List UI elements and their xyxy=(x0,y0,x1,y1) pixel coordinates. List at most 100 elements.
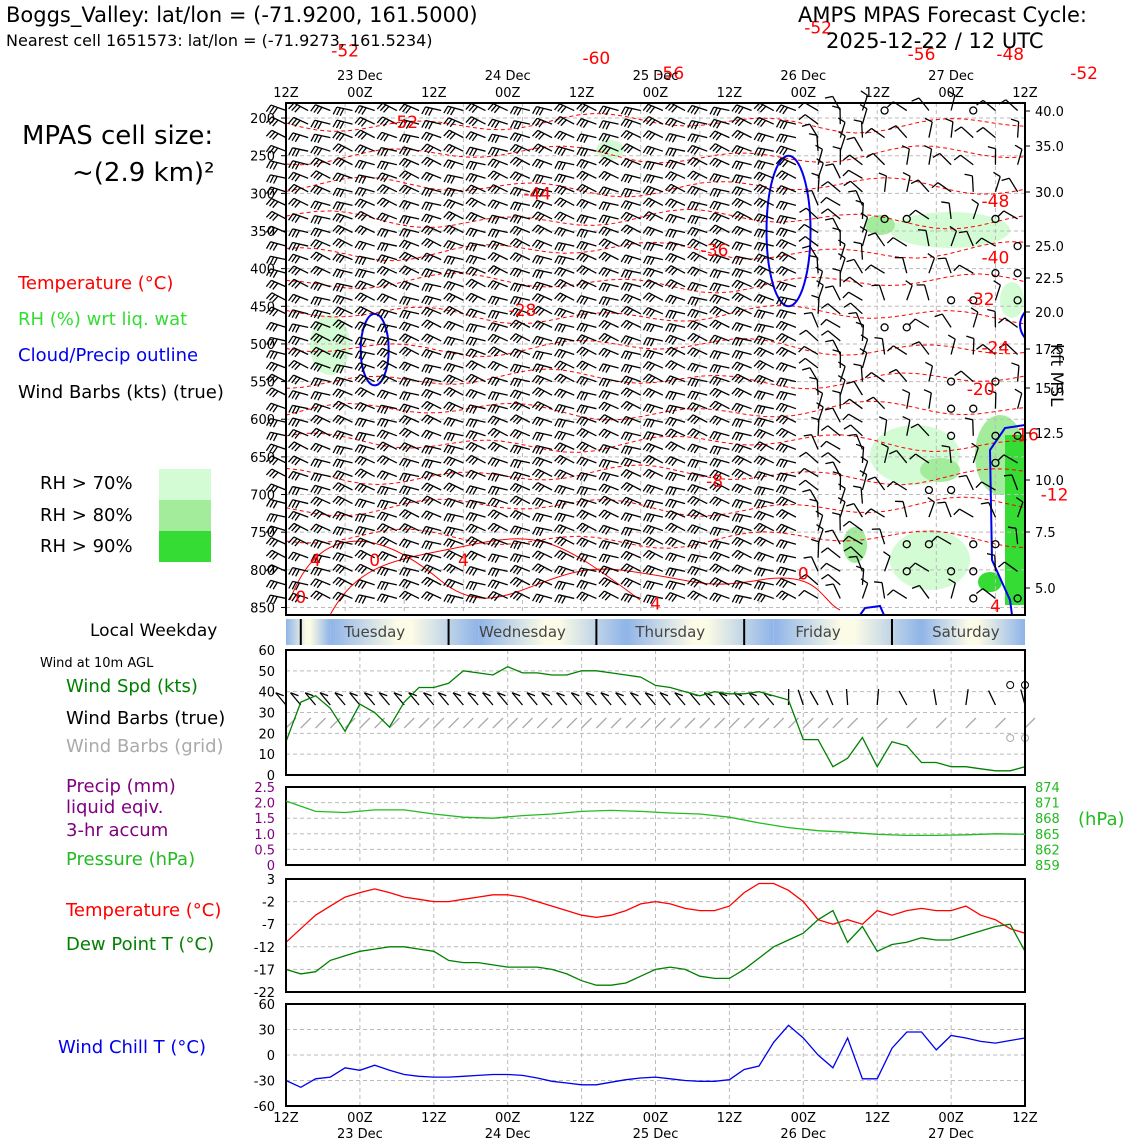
wind-barb-flag xyxy=(333,132,338,138)
calm-circle-grid xyxy=(1007,735,1014,742)
wind-barb-flag xyxy=(422,308,427,314)
wind-barb-flag xyxy=(403,581,408,588)
grid-wind-barb xyxy=(434,718,444,728)
wind-barb-flag xyxy=(783,312,787,319)
wind-barb-flag xyxy=(340,447,344,454)
wind-barb-flag xyxy=(539,121,544,127)
wind-barb-flag xyxy=(583,460,588,466)
wind-barb-flag xyxy=(739,352,743,359)
wind-barb-flag xyxy=(533,594,537,601)
wind-barb-flag xyxy=(267,242,271,249)
wind-barb-flag xyxy=(691,298,695,305)
bottom-time-label: 12Z xyxy=(1012,1111,1038,1126)
wind-barb-flag xyxy=(488,241,492,248)
wind-barb xyxy=(449,388,463,396)
wind-barb-flag xyxy=(355,199,360,205)
wind-barb-flag xyxy=(580,593,585,599)
wind-barb-flag xyxy=(602,567,607,574)
wind-barb-flag xyxy=(558,243,562,250)
wind-barb xyxy=(959,509,973,517)
wind-barb-flag xyxy=(380,350,385,356)
surface-wind-barb xyxy=(810,691,818,705)
wind-barb xyxy=(885,556,890,571)
bottom-date-label: 27 Dec xyxy=(928,1127,974,1140)
wind-barb-flag xyxy=(333,471,338,477)
wind-barb-flag xyxy=(665,457,670,463)
wind-barb-flag xyxy=(735,106,740,112)
wind-barb-flag xyxy=(647,582,651,589)
wind-barb-flag xyxy=(754,254,759,261)
wind-barb-flag xyxy=(643,362,648,368)
wind-barb-flag xyxy=(647,405,651,412)
wind-barb-flag xyxy=(780,323,785,329)
wind-barb-flag xyxy=(403,311,407,318)
wind-barb-flag xyxy=(650,515,654,522)
wind-barb-flag xyxy=(469,214,474,220)
wind-barb-flag xyxy=(561,392,566,398)
wind-barb xyxy=(840,502,845,517)
wind-barb-flag xyxy=(976,482,982,488)
wind-barb-flag xyxy=(517,568,522,574)
wind-barb-flag xyxy=(754,229,758,236)
wind-barb-flag xyxy=(314,445,319,451)
wind-barb-flag xyxy=(533,256,537,263)
wind-barb-flag xyxy=(562,502,566,509)
wind-barb-flag xyxy=(849,556,857,557)
wind-barb-flag xyxy=(695,136,699,143)
wind-barb-flag xyxy=(337,108,341,115)
wind-barb-flag xyxy=(605,351,610,357)
wind-barb-flag xyxy=(854,242,862,244)
wind-barb xyxy=(1018,393,1022,408)
wind-barb xyxy=(294,442,308,449)
wind-barb-flag xyxy=(333,512,338,519)
wind-barb xyxy=(862,109,867,124)
wind-barb-flag xyxy=(495,419,500,425)
wind-barb-flag xyxy=(783,406,788,413)
wind-barb-flag xyxy=(447,540,452,547)
temperature-panel: 3-2-7-12-17-22 xyxy=(254,873,1025,1001)
wind-barb-flag xyxy=(776,459,780,466)
wind-barb-flag xyxy=(266,280,271,286)
wind-barb-flag xyxy=(666,581,670,588)
wind-barb-flag xyxy=(381,256,385,263)
wind-barb-flag xyxy=(289,405,293,412)
wind-barb-flag xyxy=(625,108,629,115)
temperature-label: -20 xyxy=(967,380,995,400)
wind-barb-flag xyxy=(311,392,315,399)
wind-barb-flag xyxy=(532,240,537,246)
grid-wind-barb xyxy=(449,718,459,728)
wind-barb-flag xyxy=(669,500,673,507)
wind-barb xyxy=(604,591,618,598)
wind-barb-flag xyxy=(647,514,651,521)
wind-barb-flag xyxy=(606,311,610,318)
wind-barb-flag xyxy=(665,199,670,205)
wind-barb-flag xyxy=(735,282,740,288)
wind-barb-flag xyxy=(289,500,293,507)
wind-barb-flag xyxy=(466,419,470,426)
wind-barb-flag xyxy=(669,200,674,206)
wind-barb-flag xyxy=(532,375,537,381)
wind-barb-flag xyxy=(488,458,492,465)
wind-barb-flag xyxy=(466,486,470,493)
wind-barb-flag xyxy=(517,175,522,181)
wind-barb-flag xyxy=(621,212,626,218)
grid-wind-barb xyxy=(508,718,518,728)
wind-barb-flag xyxy=(865,509,871,515)
wind-barb-flag xyxy=(599,121,603,128)
wind-barb-flag xyxy=(621,540,625,547)
wind-barb-flag xyxy=(444,375,449,381)
wind-barb-flag xyxy=(266,403,271,410)
wind-barb xyxy=(862,447,863,463)
wind-barb xyxy=(294,184,308,191)
grid-wind-barb xyxy=(375,718,385,728)
wind-barb-flag xyxy=(605,487,610,493)
wind-barb xyxy=(361,388,375,395)
wind-barb-flag xyxy=(599,309,603,316)
wind-barb-flag xyxy=(735,324,739,331)
wind-barb-flag xyxy=(776,282,780,289)
wind-barb-flag xyxy=(289,148,293,155)
wind-barb-flag xyxy=(695,556,699,563)
wind-barb-flag xyxy=(628,366,632,373)
wind-barb-flag xyxy=(761,501,765,508)
weekday-band xyxy=(286,619,330,645)
